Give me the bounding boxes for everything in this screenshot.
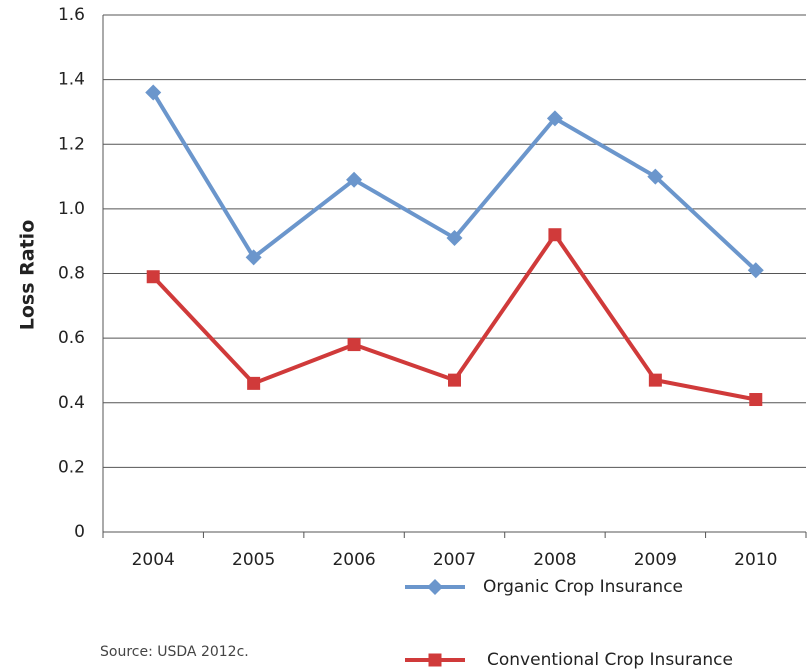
legend-marker (428, 653, 442, 667)
x-tick-label: 2004 (132, 550, 175, 570)
y-tick-label: 0.8 (58, 264, 85, 284)
legend-marker (427, 579, 443, 595)
x-tick-label: 2007 (433, 550, 476, 570)
data-point (749, 393, 763, 407)
y-tick-label: 0 (74, 522, 85, 542)
x-tick-label: 2006 (332, 550, 375, 570)
legend-label: Organic Crop Insurance (483, 577, 683, 597)
legend-label: Conventional Crop Insurance (487, 650, 733, 670)
data-point (448, 373, 461, 387)
data-point (247, 376, 261, 390)
data-point (145, 84, 162, 101)
source: Source: USDA 2012c. (100, 644, 249, 660)
data-point (647, 168, 664, 185)
y-tick-label: 0.4 (58, 393, 85, 413)
data-point (747, 262, 764, 279)
data-point (346, 171, 363, 188)
data-point (648, 373, 662, 387)
x-tick-label: 2009 (634, 550, 677, 570)
data-point (146, 270, 160, 284)
data-point (546, 110, 563, 127)
x-tick-label: 2008 (533, 550, 576, 570)
y-tick-label: 1.4 (58, 70, 85, 90)
data-point (548, 228, 562, 242)
x-tick-label: 2010 (734, 550, 777, 570)
data-point (347, 338, 361, 352)
y-axis-label: Loss Ratio (17, 220, 39, 331)
x-tick-label: 2005 (232, 550, 275, 570)
data-point (245, 249, 262, 266)
y-tick-label: 0.6 (58, 328, 85, 348)
y-tick-label: 1.2 (58, 134, 85, 154)
y-tick-label: 1.6 (58, 5, 85, 25)
y-tick-label: 0.2 (58, 457, 85, 477)
data-point (446, 229, 463, 246)
y-tick-label: 1.0 (58, 199, 85, 219)
